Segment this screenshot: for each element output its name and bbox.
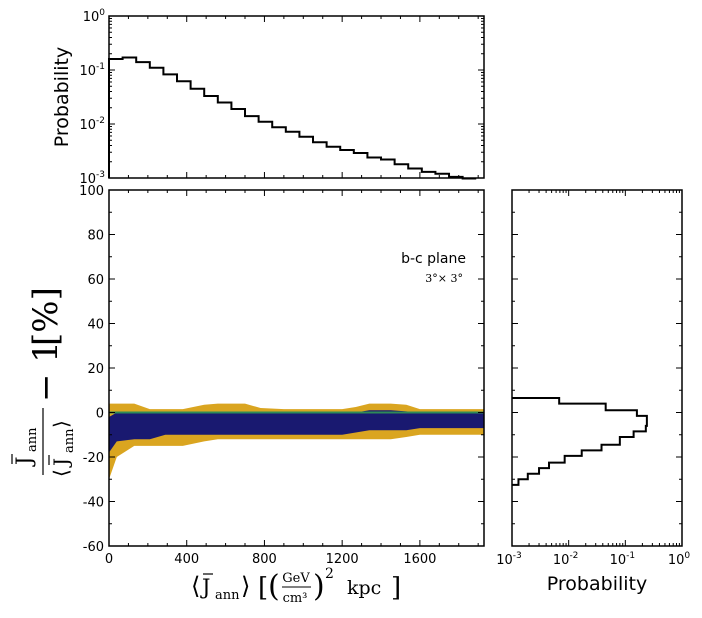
main-xtick-label: 1200 [326,552,359,567]
main-ytick-label: -60 [83,540,104,555]
ylabel-den-open: ⟨ [49,469,73,477]
top-histogram-step-line [108,56,477,180]
right-xtick-label: 10-1 [610,551,636,568]
main-bands [109,403,484,480]
right-xtick-label: 10-2 [553,551,579,568]
right-histogram-xlabel: Probability [547,573,647,595]
xlabel-close-angle: ⟩ [241,572,250,600]
top-ytick-label: 100 [83,8,106,25]
main-xtick-label: 0 [105,552,113,567]
ylabel-den-close: ⟩ [49,420,73,428]
main-xlabel: ⟨ J ann ⟩ [ ( GeV cm³ ) 2 kpc ] [191,566,401,606]
main-ytick-label: 40 [87,318,104,333]
main-xtick-label: 400 [174,552,199,567]
right-xtick-label: 10-3 [496,551,522,568]
main-ytick-label: 60 [87,273,104,288]
top-ytick-label: 10-1 [79,62,105,79]
inner-band [109,410,484,453]
ylabel-percent: [%] [26,287,66,346]
main-frame [108,189,485,547]
ylabel-minus-one: − 1 [26,341,66,402]
xlabel-gev: GeV [282,571,310,586]
right-xtick-label: 100 [668,551,691,568]
right-histogram-step-line [512,397,648,486]
right-histogram-panel: 10-3 10-2 10-1 100 Probability [496,189,690,595]
ylabel-num-sub: ann [25,427,40,452]
xlabel-open-angle: ⟨ [191,572,200,600]
top-ytick-label: 10-2 [79,116,105,133]
top-histogram-frame [108,15,485,179]
main-ytick-label: -20 [83,451,104,466]
xlabel-cm3: cm³ [283,591,308,606]
top-histogram-marks [108,56,477,180]
xlabel-j-subscript: ann [215,588,240,603]
main-ytick-labels: -60 -40 -20 0 20 40 60 80 100 [79,184,104,555]
main-ytick-label: 80 [87,229,104,244]
main-panel: 0 400 800 1200 1600 -60 -40 -20 0 20 40 60 80 100 b-… [11,184,485,606]
main-ytick-label: 20 [87,362,104,377]
xlabel-square: 2 [325,566,334,582]
plane-annotation: b-c plane [401,251,466,267]
xlabel-open-bracket: [ [258,573,268,603]
top-ytick-label: 10-3 [79,170,105,187]
right-histogram-ticks [511,189,683,547]
main-xtick-label: 1600 [403,552,436,567]
top-histogram-panel: 10-3 10-2 10-1 100 Probability [51,8,485,187]
main-xtick-label: 800 [252,552,277,567]
main-ylabel: J ann ⟨ J ann ⟩ − 1 [%] [11,287,77,477]
ylabel-den-sub: ann [62,428,77,453]
top-histogram-ylabel: Probability [51,47,73,147]
ylabel-num-j: J [12,457,36,467]
xlabel-open-paren: ( [268,569,280,604]
xlabel-close-bracket: ] [391,573,401,603]
main-ytick-label: 100 [79,184,104,199]
xlabel-kpc: kpc [347,577,381,599]
xlabel-j-symbol: J [200,575,210,599]
main-xtick-labels: 0 400 800 1200 1600 [105,552,437,567]
region-size-annotation: 3°× 3° [425,272,463,285]
main-ytick-label: -40 [83,496,104,511]
right-histogram-xtick-labels: 10-3 10-2 10-1 100 [496,551,690,568]
main-ticks [108,189,484,547]
xlabel-close-paren: ) [313,569,325,604]
right-histogram-marks [512,397,648,486]
ylabel-den-j: J [49,458,73,468]
top-histogram-ytick-labels: 10-3 10-2 10-1 100 [79,8,105,187]
right-histogram-frame [511,189,683,547]
top-histogram-ticks [108,15,484,179]
main-ytick-label: 0 [96,407,104,422]
